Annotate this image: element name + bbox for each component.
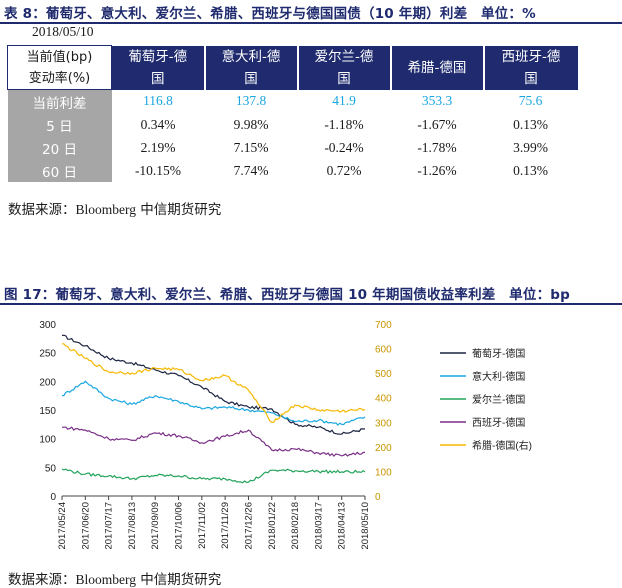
table-cell: -10.15% — [134, 162, 182, 178]
spread-line-chart: 0 50 100 150 200 250 300 0 100 200 300 400 500 600 700… — [39, 320, 532, 550]
legend-label: 西班牙-德国 — [472, 416, 525, 429]
column-header-italy: 意大利-德 国 — [204, 45, 299, 90]
chart-title: 图 17：葡萄牙、意大利、爱尔兰、希腊、西班牙与德国 10 年期国债收益率利差 … — [4, 287, 570, 303]
table-cell: -1.67% — [417, 116, 457, 132]
y-right-tick-label: 400 — [375, 394, 392, 405]
y-right-tick-label: 0 — [375, 492, 381, 503]
chart-source: 数据来源：Bloomberg 中信期货研究 — [8, 572, 222, 588]
table-cell: 3.99% — [513, 139, 548, 155]
y-left-tick-label: 300 — [39, 320, 56, 331]
legend-label: 爱尔兰-德国 — [472, 393, 525, 406]
x-tick-label: 2018/01/22 — [267, 502, 278, 550]
x-tick-label: 2017/06/20 — [80, 502, 91, 550]
y-left-tick-label: 0 — [50, 492, 56, 503]
table-cell: 353.3 — [421, 93, 453, 109]
table-cell: 2.19% — [140, 139, 176, 155]
y-right-tick-label: 300 — [375, 418, 392, 429]
series-line — [61, 380, 366, 426]
table-row: 60 日 -10.15% 7.74% 0.72% -1.26% 0.13% — [7, 159, 578, 182]
y-right-tick-label: 200 — [375, 443, 392, 454]
table-cell: -1.18% — [324, 116, 364, 132]
x-tick-label: 2017/05/24 — [57, 502, 68, 550]
table-title: 表 8：葡萄牙、意大利、爱尔兰、希腊、西班牙与德国国债（10 年期）利差 单位：… — [4, 6, 536, 22]
table-cell: 9.98% — [233, 116, 269, 132]
table-row: 5 日 0.34% 9.98% -1.18% -1.67% 0.13% — [7, 113, 578, 136]
table-cell: 7.74% — [233, 162, 269, 178]
table-cell: 137.8 — [235, 93, 267, 109]
table-cell: 0.13% — [513, 162, 548, 178]
y-left-tick-label: 100 — [39, 435, 56, 446]
table-cell: 0.34% — [140, 116, 176, 132]
table-row: 当前利差 116.8 137.8 41.9 353.3 75.6 — [7, 89, 578, 113]
table-date: 2018/05/10 — [32, 24, 94, 39]
series-line — [61, 468, 366, 484]
table-cell: -0.24% — [324, 139, 364, 155]
table-cell: 7.15% — [233, 139, 269, 155]
series-line — [62, 426, 366, 458]
row-label: 当前利差 — [7, 89, 112, 113]
x-tick-label: 2017/09/09 — [150, 502, 161, 550]
row-label: 5 日 — [7, 113, 112, 136]
table-cell: -1.26% — [417, 162, 457, 178]
column-header-greece: 希腊-德国 — [390, 45, 485, 90]
table-cell: -1.78% — [417, 139, 457, 155]
x-tick-label: 2017/11/29 — [220, 502, 231, 549]
table-cell: 0.13% — [513, 116, 548, 132]
x-tick-label: 2017/11/02 — [197, 502, 208, 549]
y-left-tick-label: 250 — [39, 349, 56, 360]
corner-label: 当前值(bp) 变动率(%) — [7, 45, 112, 90]
y-left-tick-label: 150 — [39, 406, 56, 417]
x-tick-label: 2017/08/13 — [127, 502, 138, 550]
y-right-tick-label: 500 — [375, 369, 392, 380]
x-tick-label: 2018/02/18 — [290, 502, 301, 550]
table-row: 20 日 2.19% 7.15% -0.24% -1.78% 3.99% — [7, 136, 578, 159]
series-line — [61, 343, 366, 423]
column-header-spain: 西班牙-德 国 — [483, 45, 578, 90]
legend-label: 希腊-德国(右) — [472, 439, 532, 452]
table-cell: 0.72% — [326, 162, 362, 178]
x-tick-label: 2018/05/10 — [360, 502, 371, 550]
legend-label: 意大利-德国 — [472, 370, 525, 383]
table-cell: 75.6 — [518, 93, 543, 109]
table-source: 数据来源：Bloomberg 中信期货研究 — [8, 202, 222, 218]
table-cell: 116.8 — [143, 93, 173, 109]
table-cell: 41.9 — [332, 93, 356, 109]
x-tick-label: 2017/12/26 — [243, 502, 254, 550]
y-left-tick-label: 50 — [45, 463, 57, 474]
spread-table: 当前值(bp) 变动率(%) 葡萄牙-德 国 意大利-德 国 爱尔兰-德 国 希… — [7, 45, 578, 182]
x-tick-label: 2017/10/06 — [174, 502, 185, 550]
series-line — [61, 334, 366, 435]
y-right-tick-label: 600 — [375, 345, 392, 356]
legend-label: 葡萄牙-德国 — [472, 347, 525, 360]
row-label: 20 日 — [7, 136, 112, 159]
y-left-tick-label: 200 — [39, 377, 56, 388]
y-right-tick-label: 700 — [375, 320, 392, 331]
x-tick-label: 2017/07/17 — [104, 502, 115, 550]
table-title-bar: 表 8：葡萄牙、意大利、爱尔兰、希腊、西班牙与德国国债（10 年期）利差 单位：… — [0, 0, 622, 24]
x-tick-label: 2018/04/13 — [337, 502, 348, 550]
column-header-ireland: 爱尔兰-德 国 — [297, 45, 392, 90]
column-header-portugal: 葡萄牙-德 国 — [111, 45, 206, 90]
row-label: 60 日 — [7, 159, 112, 182]
table-header-row: 当前值(bp) 变动率(%) 葡萄牙-德 国 意大利-德 国 爱尔兰-德 国 希… — [7, 45, 578, 90]
chart-title-bar: 图 17：葡萄牙、意大利、爱尔兰、希腊、西班牙与德国 10 年期国债收益率利差 … — [0, 281, 622, 305]
y-right-tick-label: 100 — [375, 467, 392, 478]
x-tick-label: 2018/03/17 — [313, 502, 324, 550]
